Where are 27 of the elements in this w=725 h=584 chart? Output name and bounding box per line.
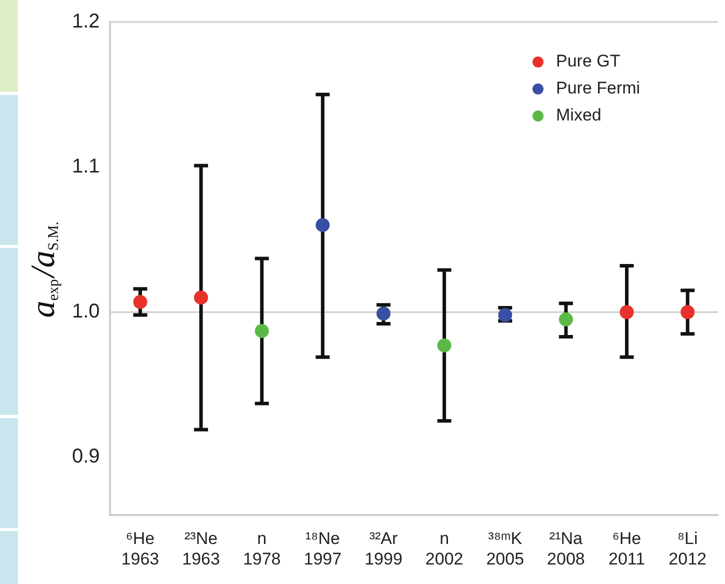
point [316, 218, 330, 232]
x-tick-label: ³⁸ᵐK 2005 [486, 529, 524, 568]
point [620, 305, 634, 320]
x-tick-label: ⁶He 2011 [608, 529, 646, 568]
point [133, 294, 148, 309]
y-axis-title: aexp/aS.M. [25, 221, 62, 318]
x-tick-label: ³²Ar 1999 [364, 529, 402, 568]
point [254, 324, 269, 338]
x-tick-label: ⁶He 1963 [121, 529, 160, 568]
x-tick-label: ²³Ne 1963 [182, 529, 220, 568]
x-tick-label: ²¹Na 2008 [547, 529, 585, 568]
legend-label: Pure GT [556, 52, 620, 71]
legend-label: Mixed [556, 106, 602, 125]
point [558, 312, 573, 326]
point [376, 306, 390, 321]
x-tick-label: ¹⁸Ne 1997 [304, 529, 342, 568]
y-tick-label: 1.2 [72, 10, 100, 33]
y-tick-label: 1.1 [72, 156, 100, 178]
y-tick-label: 1.0 [72, 300, 100, 323]
point [437, 338, 452, 352]
point [680, 305, 695, 320]
x-tick-label: n 2002 [425, 529, 464, 568]
y-tick-label: 0.9 [72, 446, 100, 468]
point [194, 290, 208, 305]
x-tick-label: ⁸Li 2012 [668, 529, 707, 568]
legend-label: Pure Fermi [556, 78, 640, 98]
x-tick-label: n 1978 [242, 529, 281, 568]
